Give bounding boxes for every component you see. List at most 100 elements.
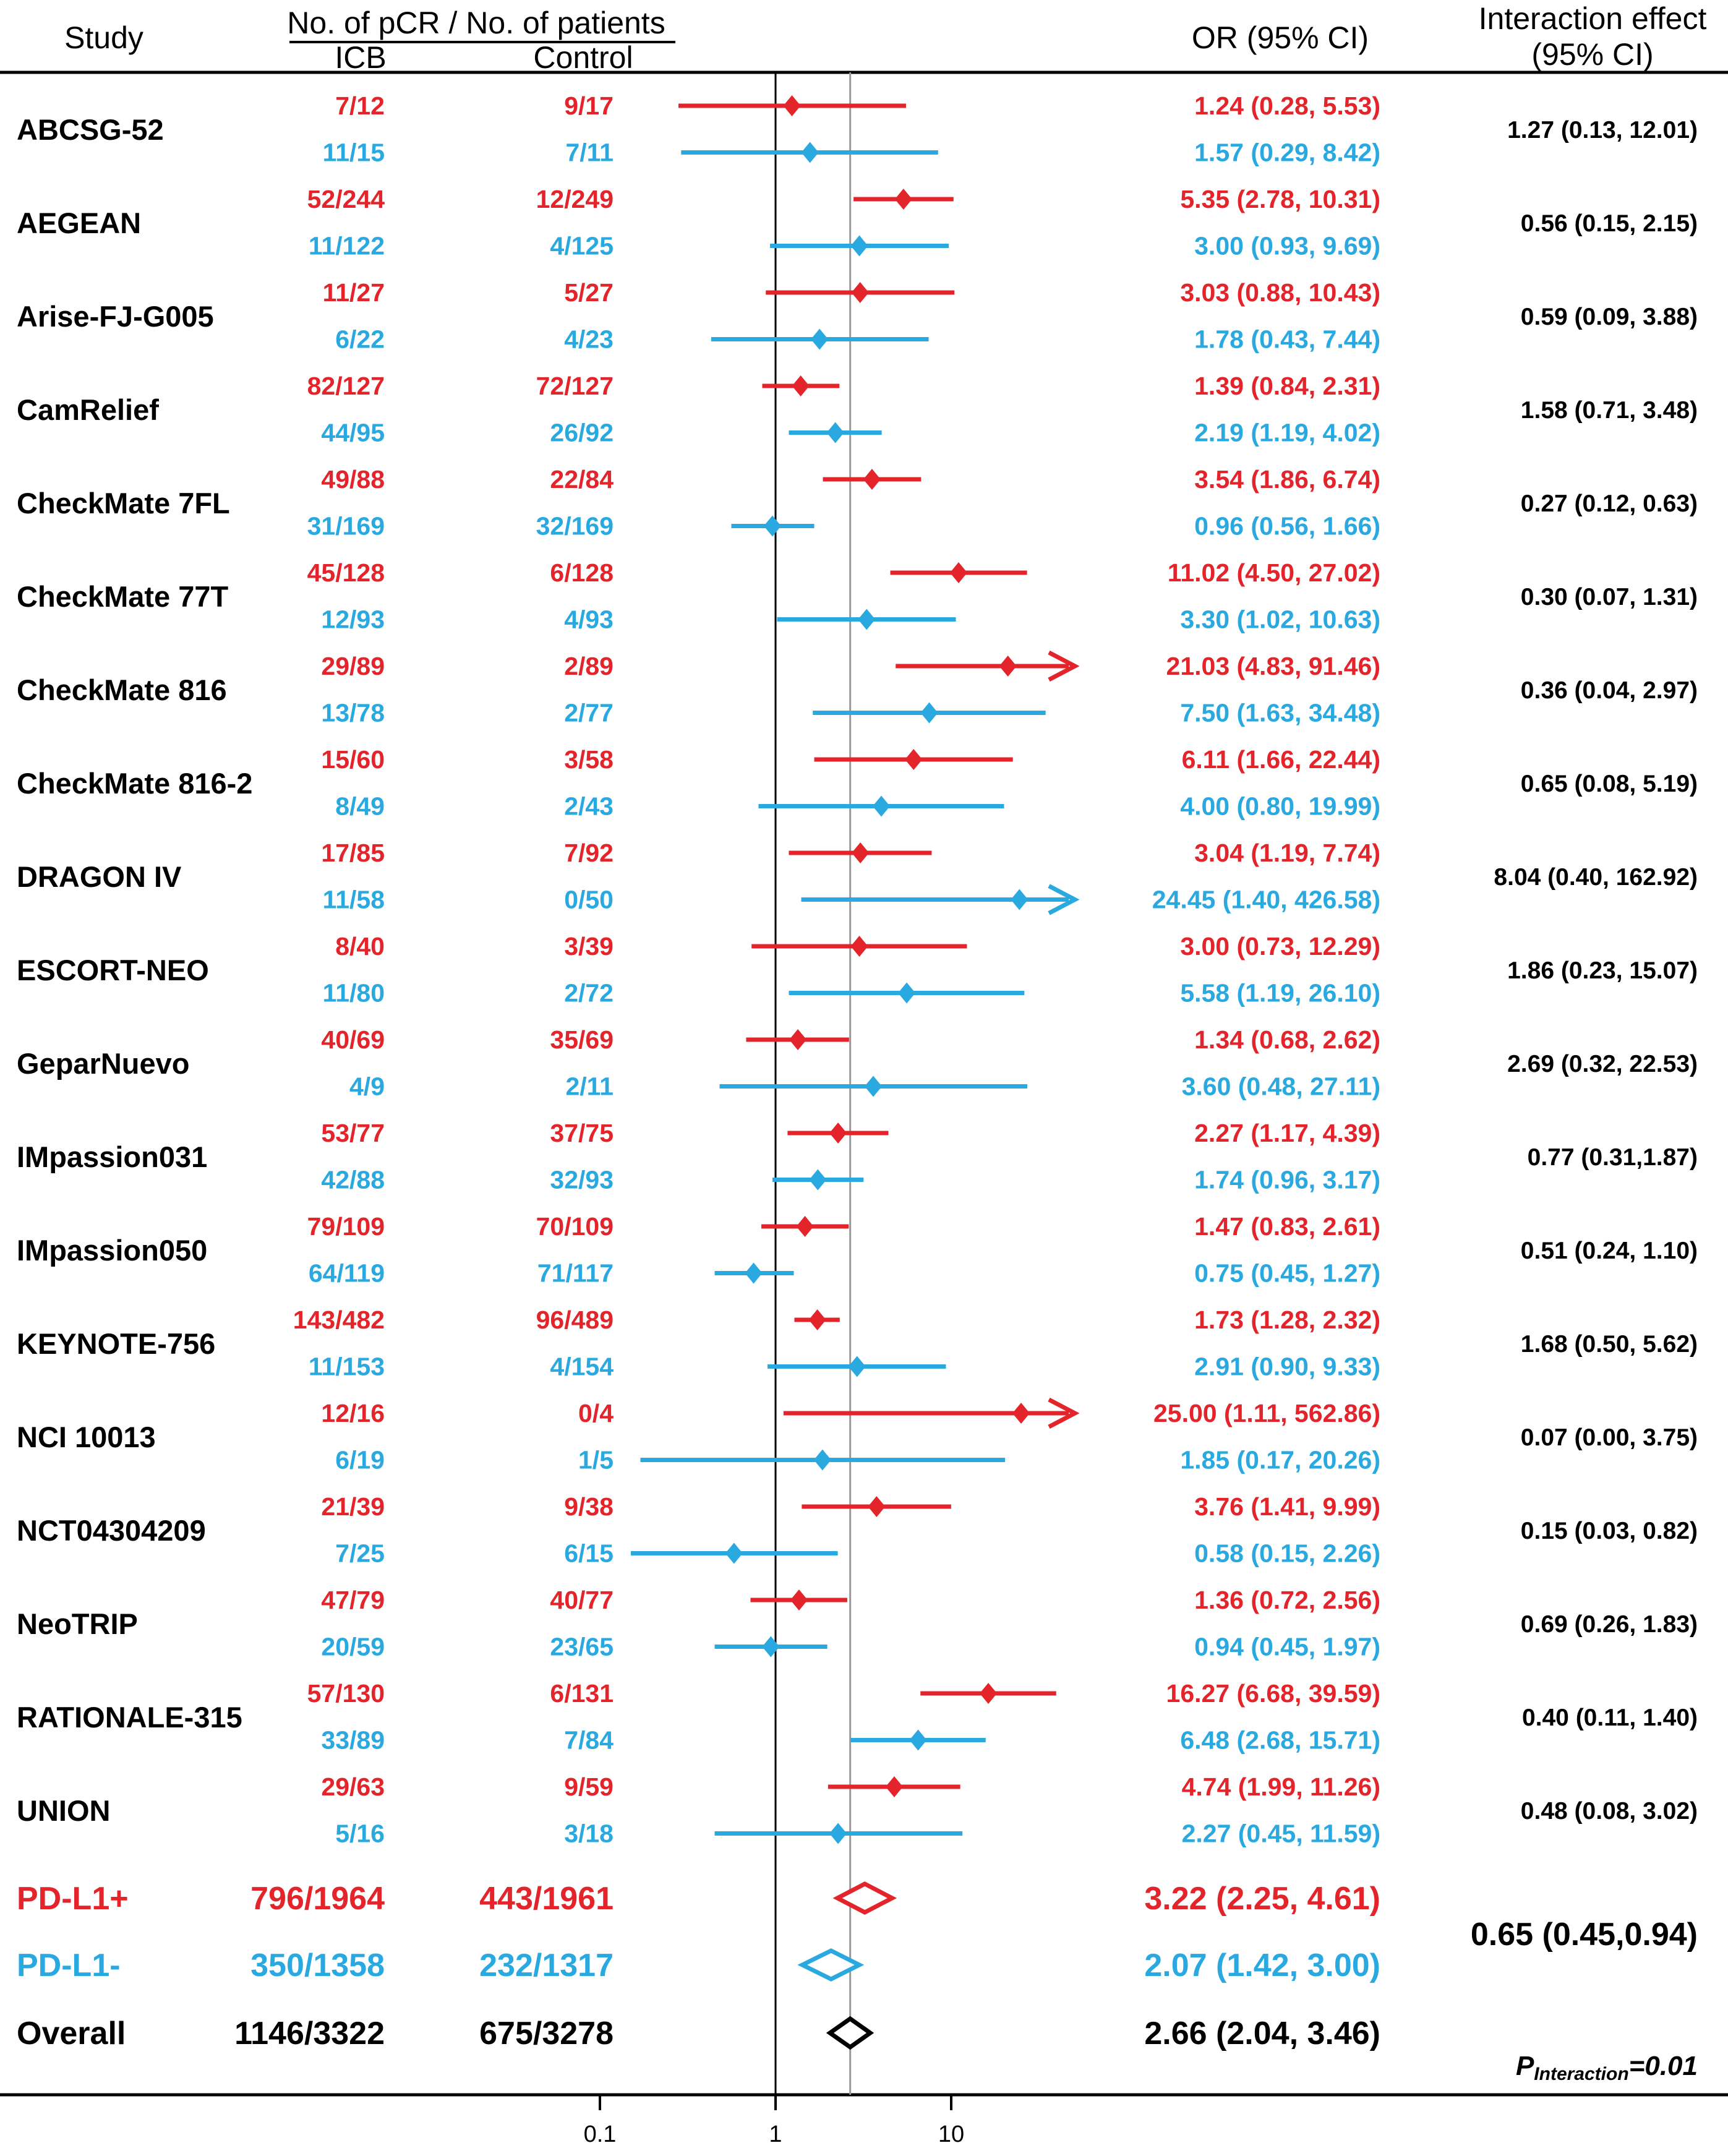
odds-ratio-text: 0.58 (0.15, 2.26) [1194,1539,1380,1568]
header-study: Study [64,20,143,55]
x-tick-label: 1 [769,2121,782,2147]
point-estimate [864,1076,882,1097]
icb-count: 143/482 [293,1306,385,1334]
interaction-effect: 0.36 (0.04, 2.97) [1521,677,1698,704]
interaction-effect: 0.27 (0.12, 0.63) [1521,490,1698,517]
x-axis: 0.1 1 10 [584,2095,964,2147]
odds-ratio-text: 7.50 (1.63, 34.48) [1180,699,1380,727]
point-estimate [909,1729,927,1751]
study-name: RATIONALE-315 [17,1701,242,1734]
icb-count: 53/77 [321,1119,385,1147]
ci-arrow [1048,884,1080,915]
interaction-effect: 0.07 (0.00, 3.75) [1521,1424,1698,1451]
control-count: 72/127 [536,372,614,400]
point-estimate [763,515,781,537]
control-count: 26/92 [550,419,614,447]
header-counts: No. of pCR / No. of patients [287,6,665,40]
study-name: ESCORT-NEO [17,954,209,986]
icb-count: 11/15 [323,139,385,167]
control-count: 35/69 [550,1025,614,1054]
point-estimate [725,1542,743,1564]
icb-count: 7/25 [335,1539,385,1568]
control-count: 70/109 [536,1212,614,1241]
point-estimate [801,142,819,163]
icb-count: 82/127 [307,372,385,400]
study-rows: ABCSG-52 1.27 (0.13, 12.01) 7/12 9/17 1.24 (… [17,92,1698,1848]
point-estimate [826,422,844,443]
odds-ratio-text: 25.00 (1.11, 562.86) [1153,1399,1380,1427]
control-count: 2/11 [565,1072,614,1101]
header-icb: ICB [335,40,386,75]
control-count: 0/50 [564,886,614,914]
summary-interaction: 0.65 (0.45,0.94) [1471,1917,1698,1953]
odds-ratio-text: 0.96 (0.56, 1.66) [1194,512,1380,541]
point-estimate [894,189,912,210]
summary-icb: 796/1964 [250,1881,385,1917]
point-estimate [905,749,923,770]
icb-count: 45/128 [307,558,385,587]
point-estimate [885,1776,903,1797]
study-name: CheckMate 816 [17,674,227,706]
summary-diamond [832,1881,897,1915]
interaction-effect: 0.65 (0.08, 5.19) [1521,771,1698,797]
odds-ratio-text: 2.27 (1.17, 4.39) [1194,1119,1380,1147]
summary-or-text: 2.66 (2.04, 3.46) [1144,2016,1380,2051]
control-count: 2/77 [564,699,614,727]
odds-ratio-text: 3.76 (1.41, 9.99) [1194,1492,1380,1521]
study-name: DRAGON IV [17,860,182,893]
study-group: CamRelief 1.58 (0.71, 3.48) 82/127 72/127 1.… [17,372,1698,447]
study-name: CheckMate 816-2 [17,767,252,800]
study-group: GeparNuevo 2.69 (0.32, 22.53) 40/69 35/69 1.… [17,1025,1698,1101]
study-group: NeoTRIP 0.69 (0.26, 1.83) 47/79 40/77 1.36 (… [17,1586,1698,1661]
study-group: CheckMate 816-2 0.65 (0.08, 5.19) 15/60 3/5… [17,745,1698,821]
interaction-effect: 8.04 (0.40, 162.92) [1494,864,1698,891]
study-name: IMpassion031 [17,1140,207,1173]
header-or: OR (95% CI) [1192,20,1369,55]
icb-count: 79/109 [307,1212,385,1241]
icb-count: 15/60 [321,745,385,774]
point-estimate [796,1216,814,1237]
study-group: AEGEAN 0.56 (0.15, 2.15) 52/244 12/249 5.35 … [17,185,1698,260]
odds-ratio-text: 16.27 (6.68, 39.59) [1166,1679,1380,1708]
point-estimate [813,1449,831,1471]
icb-count: 20/59 [321,1633,385,1661]
point-estimate [863,469,881,490]
odds-ratio-text: 5.58 (1.19, 26.10) [1180,979,1380,1007]
icb-count: 49/88 [321,465,385,494]
odds-ratio-text: 3.00 (0.93, 9.69) [1194,232,1380,260]
point-estimate [980,1683,998,1704]
summary-label: PD-L1+ [17,1881,129,1917]
icb-count: 8/49 [335,792,385,821]
study-name: CheckMate 7FL [17,487,230,520]
control-count: 4/93 [564,605,614,634]
icb-count: 21/39 [321,1492,385,1521]
ci-arrow [1048,1397,1080,1429]
study-name: Arise-FJ-G005 [17,300,214,333]
control-count: 32/169 [536,512,614,541]
summary-icb: 1146/3322 [234,2016,385,2051]
icb-count: 47/79 [321,1586,385,1614]
icb-count: 11/80 [323,979,385,1007]
odds-ratio-text: 3.00 (0.73, 12.29) [1180,932,1380,960]
odds-ratio-text: 1.47 (0.83, 2.61) [1194,1212,1380,1241]
icb-count: 5/16 [335,1820,385,1848]
odds-ratio-text: 21.03 (4.83, 91.46) [1166,652,1380,680]
summary-control: 232/1317 [479,1948,614,1983]
summary-or-text: 2.07 (1.42, 3.00) [1144,1948,1380,1983]
x-tick-label: 0.1 [584,2121,617,2147]
study-group: NCI 10013 0.07 (0.00, 3.75) 12/16 0/4 25.00 … [17,1397,1698,1474]
interaction-effect: 1.86 (0.23, 15.07) [1507,957,1698,984]
summary-label: PD-L1- [17,1948,121,1983]
point-estimate [858,609,876,630]
odds-ratio-text: 4.74 (1.99, 11.26) [1182,1773,1380,1801]
point-estimate [850,235,868,257]
header-control: Control [533,40,633,75]
point-estimate [762,1636,780,1658]
study-group: CheckMate 816 0.36 (0.04, 2.97) 29/89 2/89 2… [17,650,1698,727]
control-count: 6/15 [564,1539,614,1568]
odds-ratio-text: 2.27 (0.45, 11.59) [1182,1820,1380,1848]
odds-ratio-text: 1.73 (1.28, 2.32) [1194,1306,1380,1334]
odds-ratio-text: 5.35 (2.78, 10.31) [1180,185,1380,213]
interaction-effect: 0.51 (0.24, 1.10) [1521,1238,1698,1264]
